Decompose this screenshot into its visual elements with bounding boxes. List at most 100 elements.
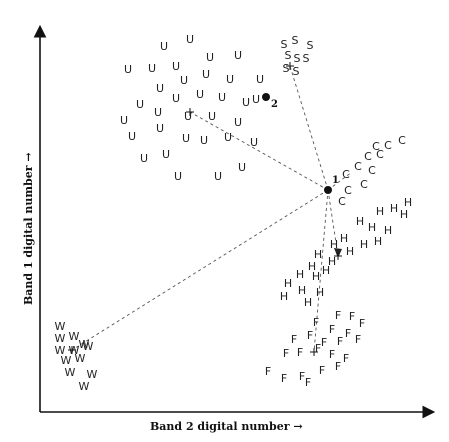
class-s-pixel: S: [294, 52, 301, 65]
class-h-pixel: H: [376, 205, 384, 218]
class-w-pixel: W: [87, 368, 98, 381]
class-u-pixel: U: [208, 110, 216, 123]
class-u-pixel: U: [234, 49, 242, 62]
class-u-pixel: U: [154, 106, 162, 119]
s-mean-cross: [286, 62, 294, 70]
class-u-pixel: U: [238, 161, 246, 174]
class-f-pixel: F: [281, 372, 287, 385]
class-h-pixel: H: [346, 245, 354, 258]
u-mean-cross: [186, 108, 194, 116]
class-w-pixel: W: [79, 338, 90, 351]
class-c-pixel: C: [354, 160, 362, 173]
h-mean-cross: [334, 252, 342, 260]
class-h-pixel: H: [400, 208, 408, 221]
class-h-pixel: H: [374, 235, 382, 248]
class-f-pixel: F: [345, 327, 351, 340]
class-w-pixel: W: [83, 340, 94, 353]
class-h-pixel: H: [314, 248, 322, 261]
class-u-pixel: U: [174, 170, 182, 183]
class-u-pixel: U: [186, 33, 194, 46]
class-u-pixel: U: [196, 88, 204, 101]
class-f-pixel: F: [337, 335, 343, 348]
class-u-pixel: U: [206, 51, 214, 64]
class-u-pixel: U: [172, 60, 180, 73]
class-f-pixel: F: [329, 348, 335, 361]
class-h-pixel: H: [316, 286, 324, 299]
distance-lines: [71, 65, 353, 353]
y-axis-label: Band 1 digital number →: [22, 152, 35, 305]
class-u-pixel: U: [136, 98, 144, 111]
distance-line-to-h-mean: [327, 189, 339, 257]
class-f-pixel: F: [359, 317, 365, 330]
class-h-pixel: H: [330, 238, 338, 251]
class-s-pixel: S: [303, 52, 310, 65]
pixel-2-marker: [262, 93, 270, 101]
class-c-pixel: C: [344, 184, 352, 197]
class-f-pixel: F: [349, 310, 355, 323]
class-u-pixel: U: [250, 136, 258, 149]
class-h-pixel: H: [298, 284, 306, 297]
class-w-pixel: W: [61, 354, 72, 367]
class-h-pixel: H: [384, 224, 392, 237]
class-u-pixel: U: [180, 74, 188, 87]
class-h-pixel: H: [304, 296, 312, 309]
class-f-pixel: F: [283, 347, 289, 360]
class-f-pixel: F: [313, 316, 319, 329]
class-w-pixel: W: [79, 380, 90, 393]
class-u-pixel: U: [140, 152, 148, 165]
class-f-pixel: F: [321, 336, 327, 349]
class-c-pixel: C: [368, 164, 376, 177]
distance-line-to-u-mean: [189, 111, 329, 191]
class-s-pixel: S: [292, 34, 299, 47]
class-h-pixel: H: [280, 290, 288, 303]
class-u-pixel: U: [214, 170, 222, 183]
class-c-pixel: C: [364, 150, 372, 163]
class-u-pixel: U: [162, 148, 170, 161]
class-u-pixel: U: [218, 91, 226, 104]
class-w-pixel: W: [55, 320, 66, 333]
class-s-pixel: S: [281, 38, 288, 51]
class-u-pixel: U: [182, 132, 190, 145]
class-u-pixel: U: [124, 63, 132, 76]
class-c-pixel: C: [372, 140, 380, 153]
class-h-pixel: H: [360, 238, 368, 251]
class-f-pixel: F: [305, 376, 311, 389]
class-s-pixel: S: [307, 39, 314, 52]
class-f-pixel: F: [265, 365, 271, 378]
x-axis-label: Band 2 digital number →: [150, 420, 303, 433]
class-f-pixel: F: [297, 346, 303, 359]
class-u-pixel: U: [148, 62, 156, 75]
class-u-pixel: U: [160, 40, 168, 53]
class-h-pixel: H: [390, 202, 398, 215]
class-w-pixel: W: [69, 330, 80, 343]
class-u-pixel: U: [226, 73, 234, 86]
class-c-pixel: C: [342, 168, 350, 181]
class-h-pixel: H: [296, 268, 304, 281]
class-u-pixel: U: [156, 122, 164, 135]
f-mean-cross: [310, 348, 318, 356]
pixel-1-marker: [324, 186, 332, 194]
class-u-pixel: U: [184, 110, 192, 123]
class-w-pixel: W: [65, 366, 76, 379]
class-u-pixel: U: [234, 116, 242, 129]
class-h-pixel: H: [368, 221, 376, 234]
class-h-pixel: H: [322, 264, 330, 277]
class-c-pixel: C: [398, 134, 406, 147]
distance-line-to-c-mean: [327, 171, 353, 191]
class-f-pixel: F: [315, 342, 321, 355]
class-h-pixel: H: [340, 232, 348, 245]
class-u-pixel: U: [252, 93, 260, 106]
class-u-pixel: U: [200, 134, 208, 147]
class-c-pixel: C: [360, 178, 368, 191]
class-s-pixel: S: [293, 65, 300, 78]
class-u-pixel: U: [156, 82, 164, 95]
class-h-pixel: H: [328, 255, 336, 268]
class-h-pixel: H: [356, 215, 364, 228]
class-u-pixel: U: [202, 68, 210, 81]
distance-line-to-w-mean: [71, 189, 329, 351]
class-f-pixel: F: [355, 333, 361, 346]
class-h-pixel: H: [284, 277, 292, 290]
class-w-pixel: W: [55, 332, 66, 345]
